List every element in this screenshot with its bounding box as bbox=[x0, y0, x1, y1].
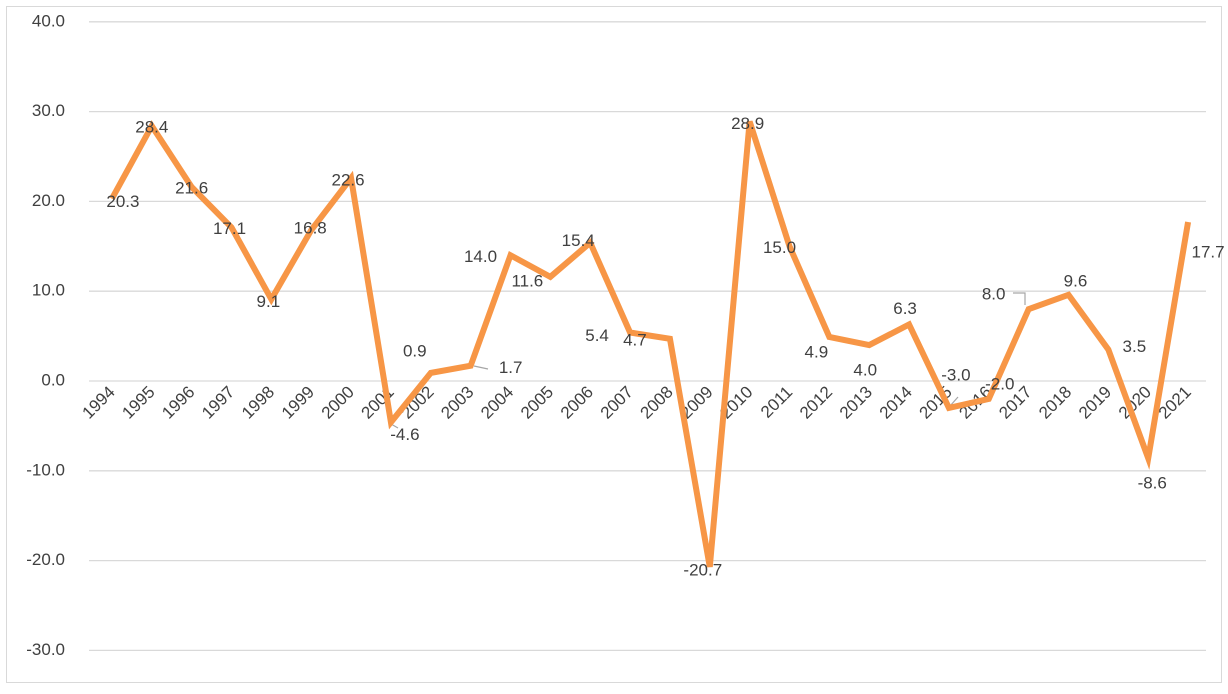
data-label: 21.6 bbox=[175, 179, 208, 198]
data-label: 0.9 bbox=[403, 341, 427, 360]
data-label: 11.6 bbox=[511, 271, 543, 290]
data-label: 15.4 bbox=[562, 231, 595, 250]
y-tick-label: 30.0 bbox=[32, 101, 65, 120]
chart-frame bbox=[7, 7, 1222, 683]
data-label: 17.1 bbox=[213, 219, 246, 238]
data-label: -8.6 bbox=[1138, 474, 1167, 493]
data-label: 28.9 bbox=[731, 114, 764, 133]
data-label: 20.3 bbox=[106, 192, 139, 211]
data-label: -2.0 bbox=[985, 374, 1014, 393]
data-label: 22.6 bbox=[332, 171, 365, 190]
y-tick-label: 40.0 bbox=[32, 11, 65, 30]
data-label: 28.4 bbox=[135, 117, 168, 136]
y-tick-label: 10.0 bbox=[32, 281, 65, 300]
data-label: 14.0 bbox=[464, 247, 497, 266]
data-label: -20.7 bbox=[683, 560, 722, 579]
data-label: 5.4 bbox=[585, 326, 609, 345]
data-label: 15.0 bbox=[763, 238, 796, 257]
data-label: 8.0 bbox=[982, 285, 1006, 304]
data-label: 6.3 bbox=[893, 299, 917, 318]
data-label: 17.7 bbox=[1192, 243, 1225, 262]
data-label: 4.9 bbox=[805, 342, 829, 361]
data-label: 9.6 bbox=[1064, 271, 1088, 290]
data-label: 3.5 bbox=[1123, 337, 1147, 356]
data-label: 1.7 bbox=[499, 358, 523, 377]
y-tick-label: -20.0 bbox=[26, 550, 65, 569]
y-tick-label: -10.0 bbox=[26, 460, 65, 479]
y-tick-label: 20.0 bbox=[32, 191, 65, 210]
y-tick-label: 0.0 bbox=[41, 370, 65, 389]
data-label: 4.0 bbox=[853, 361, 877, 380]
data-label: 4.7 bbox=[623, 330, 647, 349]
y-tick-label: -30.0 bbox=[26, 640, 65, 659]
data-label: -4.6 bbox=[390, 425, 419, 444]
data-label: -3.0 bbox=[941, 365, 970, 384]
data-label: 9.1 bbox=[257, 292, 281, 311]
data-label: 16.8 bbox=[294, 219, 327, 238]
